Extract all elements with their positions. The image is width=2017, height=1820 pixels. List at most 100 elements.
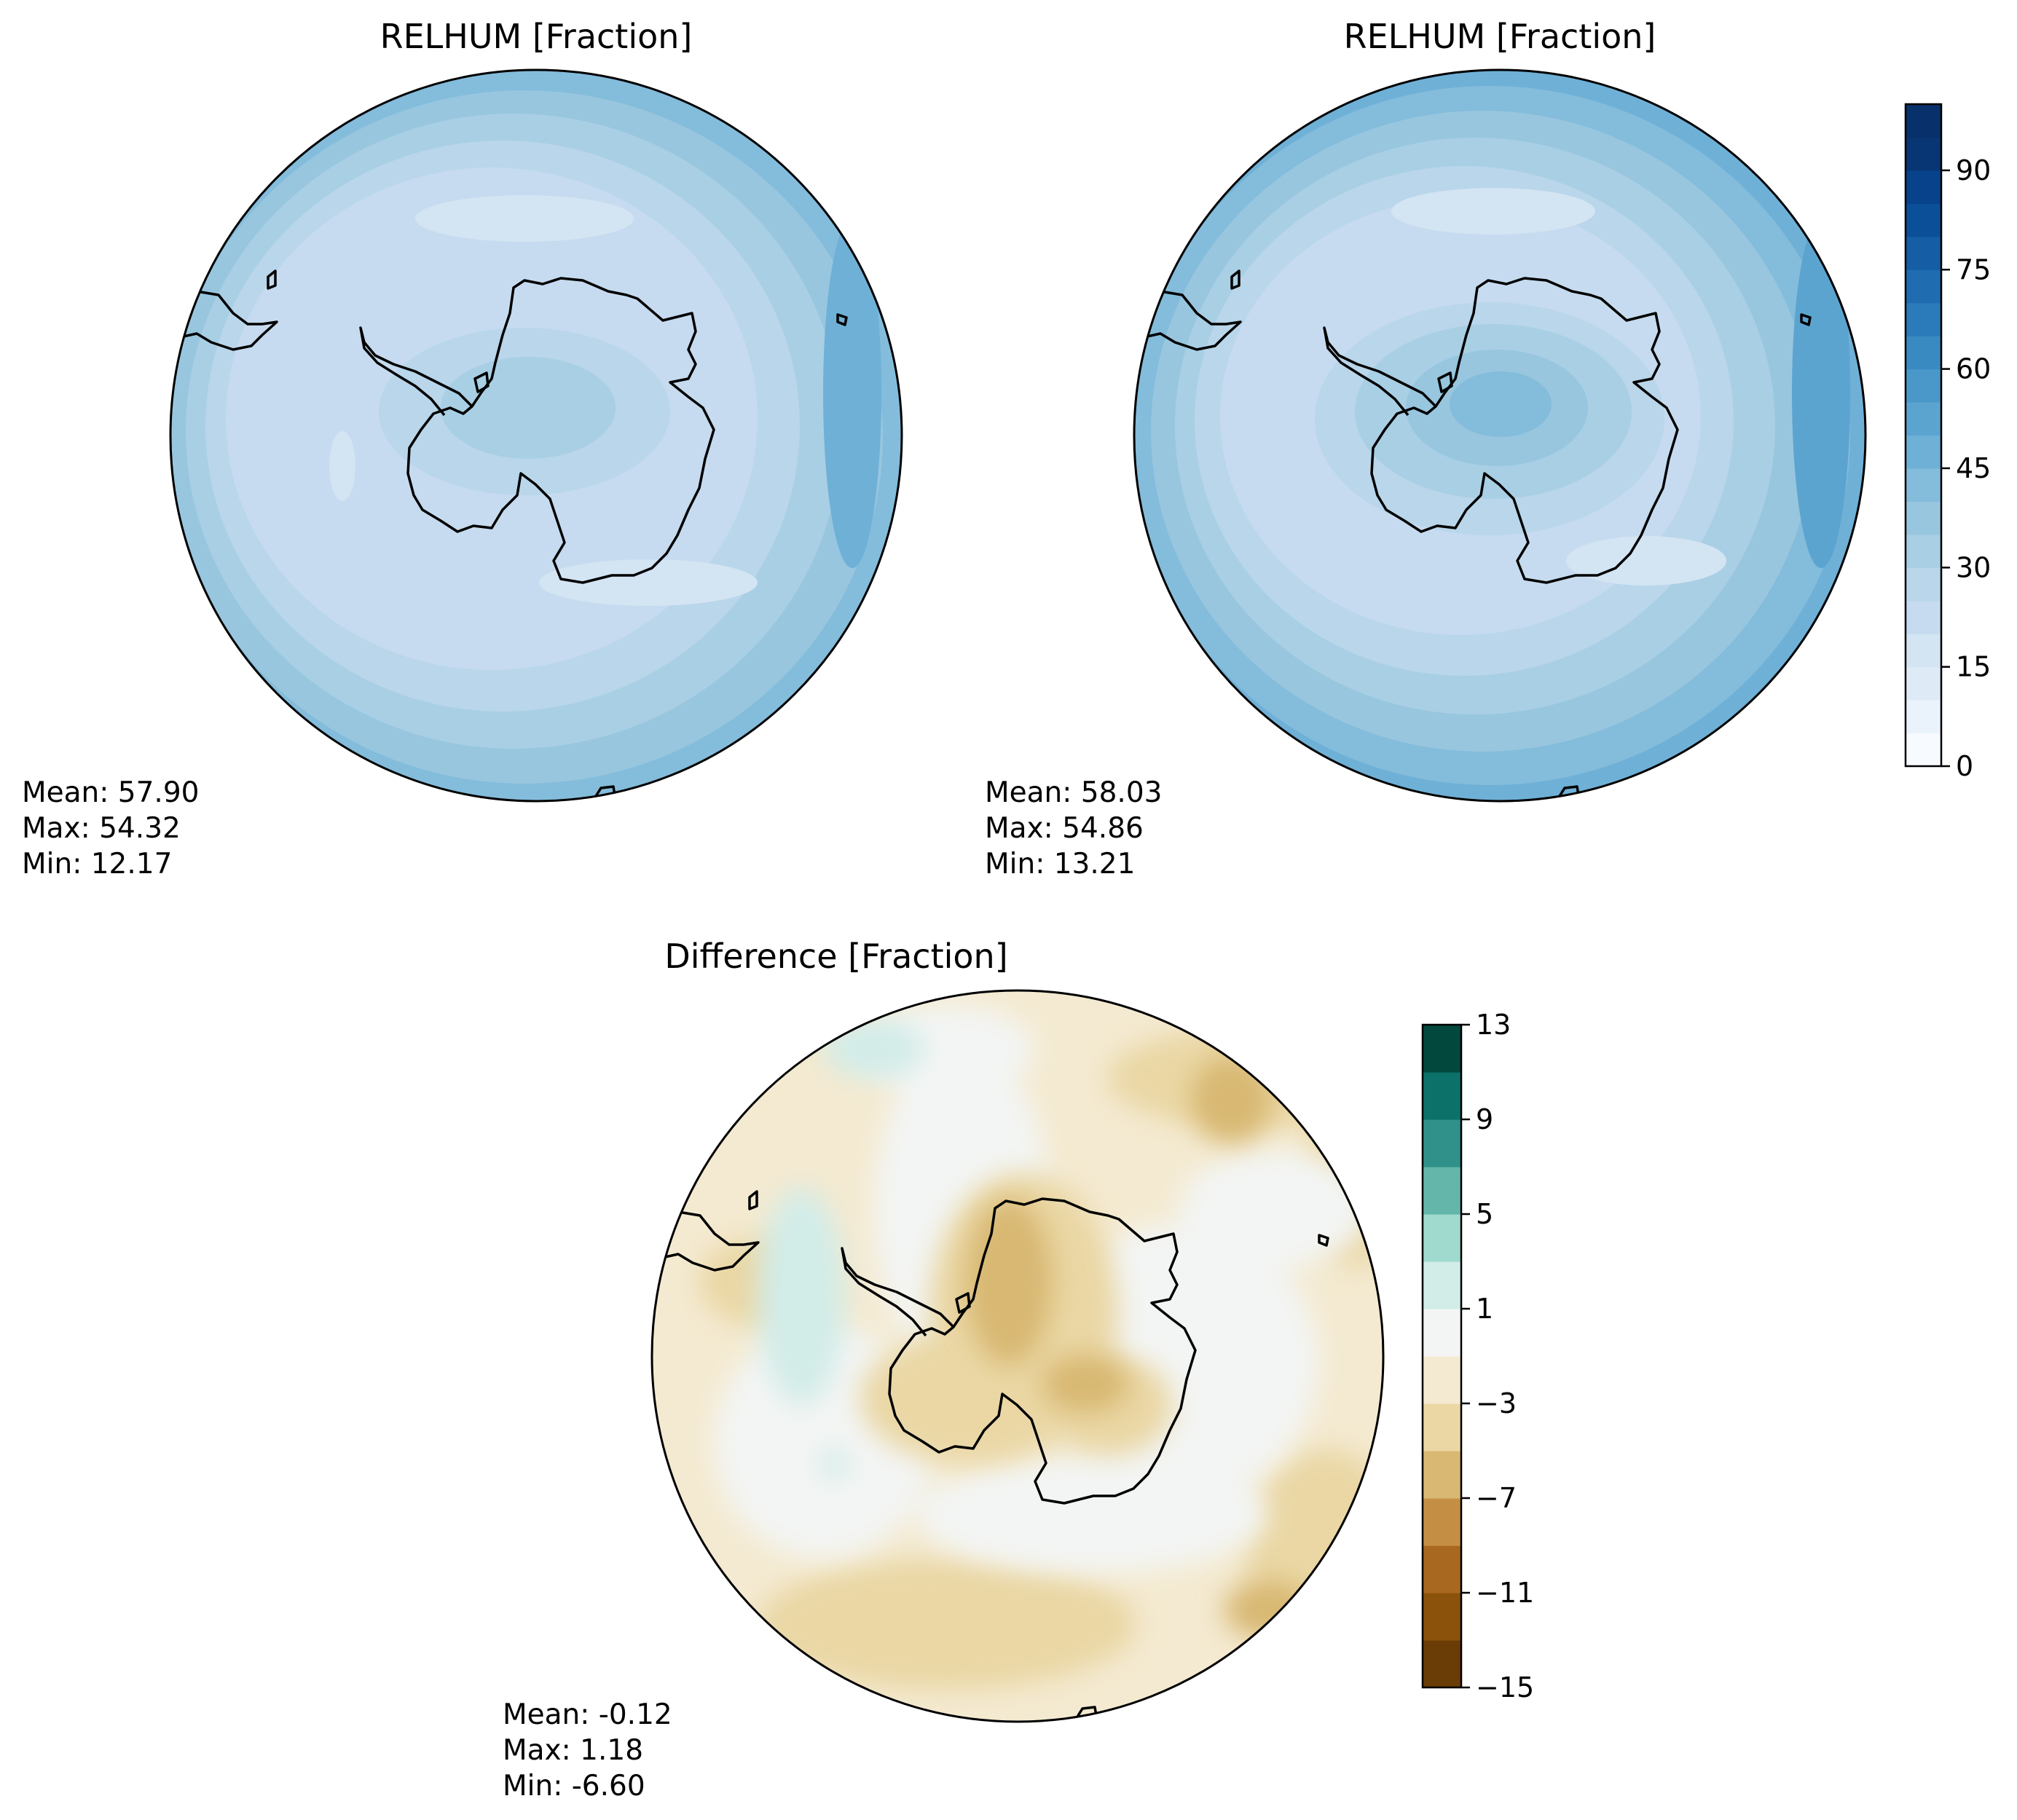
filled-contours-reference <box>1134 70 1865 801</box>
panel-title-difference: Difference [Fraction] <box>664 937 1007 976</box>
map-panel-reference: RELHUM [Fraction] Mea <box>985 17 1867 881</box>
relhum-colorbar-segment <box>1906 236 1941 270</box>
stats-reference: Mean: 58.03 Max: 54.86 Min: 13.21 <box>985 776 1162 881</box>
relhum-colorbar-segment <box>1906 534 1941 568</box>
island-difference-c <box>1318 1234 1329 1247</box>
relhum-colorbar-tick-label: 15 <box>1956 651 1991 683</box>
relhum-colorbar-tick-label: 90 <box>1956 154 1991 186</box>
difference-colorbar-segment <box>1423 1214 1461 1262</box>
difference-colorbar-tick-label: −11 <box>1476 1577 1534 1609</box>
relhum-colorbar-segment <box>1906 600 1941 634</box>
south-america-coastline-test <box>183 290 278 351</box>
map-panel-difference: Difference [Fraction] <box>503 937 1385 1803</box>
relhum-colorbar-segment <box>1906 104 1941 138</box>
antarctica-coastline-reference <box>1370 277 1679 584</box>
difference-colorbar-segment <box>1423 1356 1461 1404</box>
relhum-colorbar-segment <box>1906 468 1941 502</box>
relhum-colorbar-ticks: 0 15 30 45 60 75 90 <box>1941 154 1991 782</box>
difference-colorbar-tick-label: 9 <box>1476 1103 1493 1135</box>
relhum-colorbar-segments <box>1906 104 1941 767</box>
stat-max-reference: Max: 54.86 <box>985 812 1144 845</box>
island-reference-b <box>1230 269 1241 290</box>
relhum-colorbar-tick-label: 30 <box>1956 551 1991 583</box>
relhum-colorbar-segment <box>1906 203 1941 237</box>
stats-test: Mean: 57.90 Max: 54.32 Min: 12.17 <box>22 776 199 881</box>
difference-colorbar-segment <box>1423 1167 1461 1215</box>
relhum-colorbar-segment <box>1906 402 1941 436</box>
stat-min-reference: Min: 13.21 <box>985 848 1135 881</box>
relhum-colorbar-segment <box>1906 700 1941 734</box>
difference-colorbar-frame <box>1421 1023 1463 1689</box>
island-test-c <box>836 313 848 326</box>
relhum-colorbar: 0 15 30 45 60 75 90 <box>1904 103 1991 782</box>
south-america-coastline-difference <box>664 1210 760 1272</box>
stat-min-test: Min: 12.17 <box>22 848 172 881</box>
relhum-colorbar-segment <box>1906 501 1941 535</box>
map-panel-test: RELHUM [Fraction] Mean: 57.9 <box>22 17 903 881</box>
antarctic-peninsula-coastline-reference <box>1323 326 1437 417</box>
difference-colorbar-segment <box>1423 1072 1461 1120</box>
relhum-colorbar-tick-label: 60 <box>1956 353 1991 385</box>
antarctic-peninsula-coastline-difference <box>841 1247 955 1337</box>
relhum-colorbar-segment <box>1906 369 1941 403</box>
difference-colorbar-tick-label: −15 <box>1476 1671 1534 1703</box>
antarctica-coastline-difference <box>888 1197 1197 1505</box>
difference-colorbar-tick-label: 13 <box>1476 1009 1511 1041</box>
difference-colorbar-tick-label: 1 <box>1476 1293 1493 1325</box>
island-test-b <box>267 269 277 290</box>
antarctica-coastline-test <box>406 277 715 584</box>
difference-colorbar-segment <box>1423 1451 1461 1499</box>
difference-colorbar: −15 −11 −7 −3 1 5 9 13 <box>1421 1009 1534 1703</box>
relhum-colorbar-segment <box>1906 336 1941 370</box>
difference-colorbar-tick-label: −3 <box>1476 1387 1517 1419</box>
panel-title-test: RELHUM [Fraction] <box>380 17 693 56</box>
panel-title-reference: RELHUM [Fraction] <box>1344 17 1656 56</box>
difference-colorbar-segment <box>1423 1593 1461 1641</box>
difference-colorbar-segment <box>1423 1640 1461 1688</box>
relhum-colorbar-segment <box>1906 170 1941 204</box>
difference-colorbar-segment <box>1423 1403 1461 1451</box>
south-america-coastline-reference <box>1147 290 1242 351</box>
relhum-colorbar-frame <box>1904 103 1943 768</box>
map-boundary-difference <box>650 989 1385 1723</box>
relhum-colorbar-segment <box>1906 435 1941 469</box>
difference-colorbar-ticks: −15 −11 −7 −3 1 5 9 13 <box>1461 1009 1534 1703</box>
relhum-colorbar-segment <box>1906 567 1941 602</box>
coastlines-test <box>183 269 848 800</box>
relhum-colorbar-segment <box>1906 302 1941 336</box>
antarctic-peninsula-coastline-test <box>359 326 473 417</box>
island-reference-a <box>1437 371 1453 393</box>
relhum-colorbar-segment <box>1906 269 1941 304</box>
difference-colorbar-tick-label: −7 <box>1476 1482 1517 1514</box>
island-difference-b <box>748 1190 758 1210</box>
stat-mean-reference: Mean: 58.03 <box>985 776 1162 809</box>
filled-contours-test <box>170 70 902 801</box>
stat-mean-difference: Mean: -0.12 <box>503 1698 672 1731</box>
difference-colorbar-segment <box>1423 1498 1461 1546</box>
island-test-a <box>473 371 489 393</box>
difference-colorbar-segment <box>1423 1309 1461 1357</box>
difference-colorbar-segment <box>1423 1025 1461 1073</box>
relhum-colorbar-tick-label: 0 <box>1956 750 1973 782</box>
difference-colorbar-segment <box>1423 1545 1461 1594</box>
map-boundary-reference <box>1133 68 1867 803</box>
relhum-colorbar-segment <box>1906 733 1941 767</box>
difference-colorbar-segment <box>1423 1119 1461 1167</box>
difference-colorbar-segments <box>1423 1025 1461 1688</box>
stat-max-test: Max: 54.32 <box>22 812 181 845</box>
island-difference-a <box>955 1292 971 1314</box>
stat-max-difference: Max: 1.18 <box>503 1734 643 1767</box>
relhum-colorbar-segment <box>1906 634 1941 668</box>
relhum-colorbar-segment <box>1906 666 1941 701</box>
island-reference-c <box>1800 313 1812 326</box>
map-boundary-test <box>169 68 903 803</box>
filled-contours-difference <box>652 990 1383 1722</box>
relhum-colorbar-segment <box>1906 137 1941 171</box>
difference-colorbar-tick-label: 5 <box>1476 1198 1493 1230</box>
coastlines-difference <box>664 1190 1329 1721</box>
stat-min-difference: Min: -6.60 <box>503 1770 645 1803</box>
stat-mean-test: Mean: 57.90 <box>22 776 199 809</box>
stats-difference: Mean: -0.12 Max: 1.18 Min: -6.60 <box>503 1698 672 1803</box>
relhum-colorbar-tick-label: 75 <box>1956 253 1991 285</box>
